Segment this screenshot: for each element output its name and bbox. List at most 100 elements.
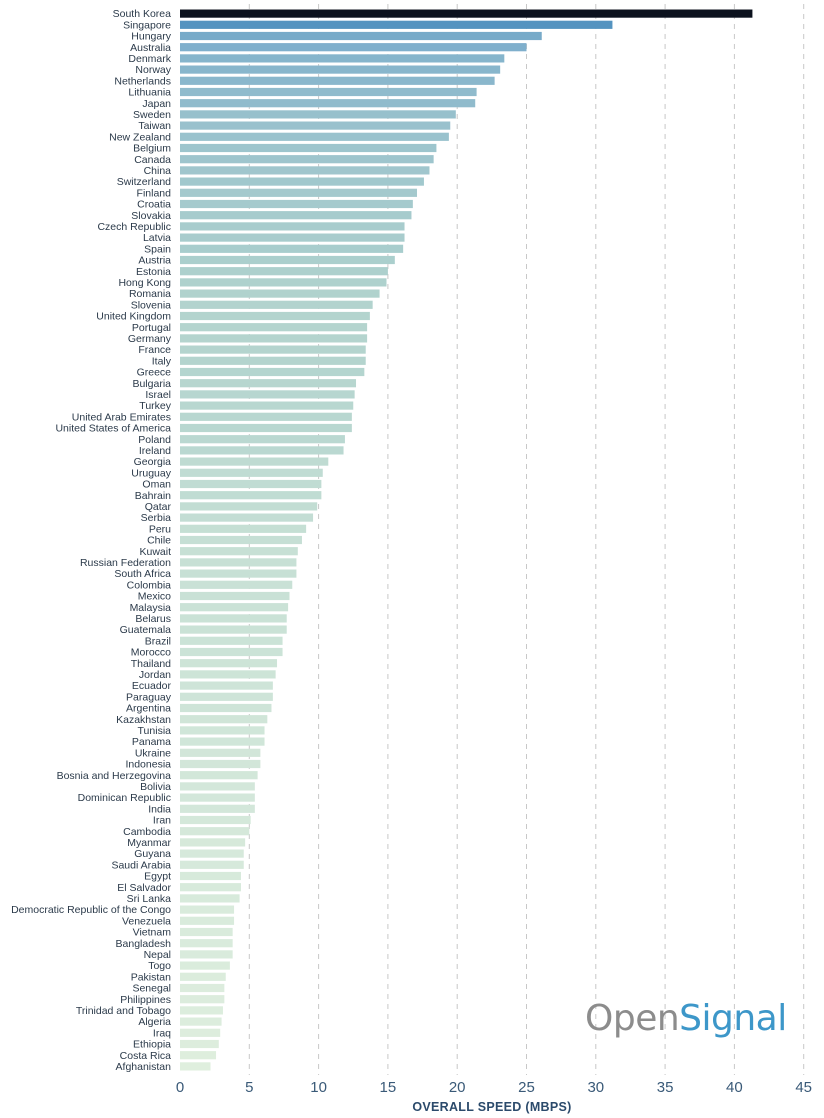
category-label: Democratic Republic of the Congo [11,904,171,916]
category-label: Afghanistan [116,1061,172,1073]
bar [180,558,297,567]
bar [180,188,418,197]
bar [180,446,344,455]
category-label: Latvia [143,232,171,244]
category-label: Egypt [144,871,171,883]
category-label: Bahrain [135,490,171,502]
bar [180,423,352,433]
category-label: Belarus [135,613,171,625]
x-tick-label: 25 [518,1079,535,1096]
bar [180,681,273,690]
bar [180,950,233,959]
category-label: Bolivia [140,781,171,793]
bar [180,961,230,970]
bar [180,827,250,836]
category-label: Hong Kong [118,277,171,289]
category-label: Malaysia [130,602,172,614]
category-label: Iran [153,815,171,827]
category-label: India [148,803,171,815]
category-label: Kuwait [139,546,171,558]
category-label: Togo [148,960,171,972]
category-label: Netherlands [114,75,171,87]
category-label: New Zealand [109,131,171,143]
category-label: Denmark [128,53,171,65]
category-label: United States of America [55,423,171,435]
category-label: Cambodia [123,826,171,838]
x-tick-label: 30 [587,1079,604,1096]
bar [180,804,255,813]
category-label: Sri Lanka [127,893,172,905]
category-label: Slovenia [131,299,171,311]
bar [180,793,255,802]
bar [180,782,255,791]
bar [180,468,323,477]
bar [180,491,322,500]
x-tick-label: 15 [380,1079,397,1096]
bar [180,87,477,97]
category-label: Thailand [131,658,171,670]
category-label: Trinidad and Tobago [76,1005,171,1017]
bar [180,815,251,825]
category-label: Japan [142,98,171,110]
bar [180,222,405,231]
category-label: Germany [128,333,172,345]
category-label: Israel [145,389,171,401]
bar [180,233,405,242]
bar [180,177,424,186]
category-label: Czech Republic [97,221,171,233]
category-label: Chile [147,535,171,547]
category-label: Spain [144,243,171,255]
bar [180,390,355,399]
category-label: Taiwan [138,120,171,132]
bar [180,726,265,735]
category-label: South Africa [114,568,171,580]
category-label: Lithuania [128,87,171,99]
bar [180,502,318,511]
bar [180,1051,217,1060]
bar [180,939,233,948]
bar [180,715,268,724]
bar [180,759,261,769]
bar [180,166,430,175]
bar [180,771,258,780]
bar [180,278,387,287]
category-label: Argentina [126,703,171,715]
bar [180,927,233,937]
category-label: Indonesia [125,759,171,771]
bar [180,31,542,41]
bar [180,849,244,858]
grid-lines [248,4,805,1075]
category-label: Norway [135,64,171,76]
category-label: Pakistan [131,971,171,983]
category-label: France [138,344,171,356]
category-label: Ireland [139,445,171,457]
bar [180,143,437,153]
bar [180,547,298,556]
bar [180,267,388,276]
bar [180,255,395,265]
category-label: Bosnia and Herzegovina [57,770,172,782]
bar [180,211,412,220]
category-label: Philippines [120,994,171,1006]
category-label: Sweden [133,109,171,121]
category-label: Tunisia [138,725,172,737]
category-label: Poland [138,434,171,446]
bar [180,121,451,130]
category-label: Mexico [138,591,171,603]
bar [180,311,370,321]
bar [180,636,283,645]
category-label: Saudi Arabia [111,859,171,871]
x-tick-label: 5 [245,1079,253,1096]
category-label: Ecuador [132,680,172,692]
category-label: Venezuela [122,915,171,927]
bar [180,199,413,209]
category-label: Vietnam [133,927,172,939]
x-tick-label: 20 [449,1079,466,1096]
bar [180,1039,219,1049]
bar [180,670,276,679]
bar [180,323,368,332]
bar [180,871,241,881]
bar [180,300,373,309]
category-label: Colombia [127,579,172,591]
bar [180,289,380,298]
